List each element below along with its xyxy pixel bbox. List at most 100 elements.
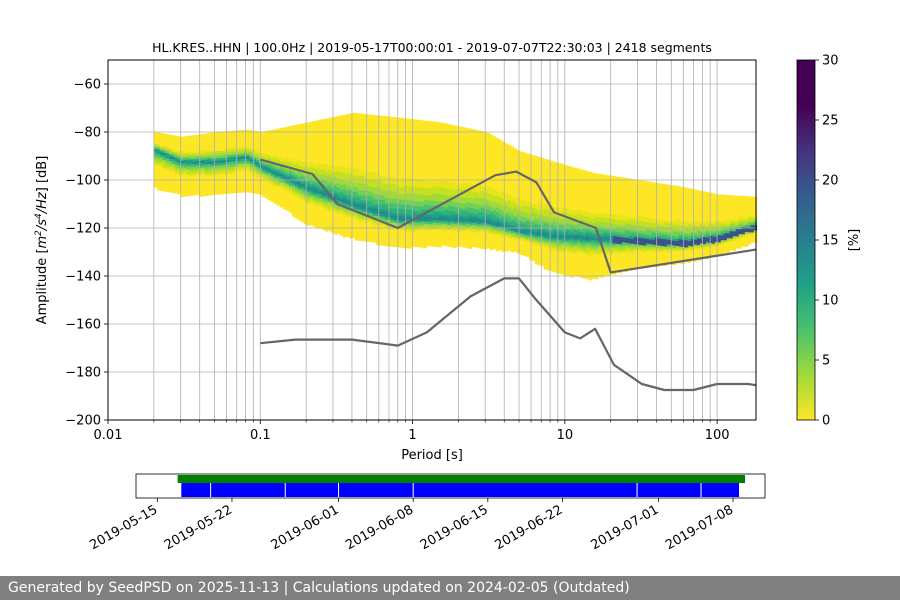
heat-cell — [153, 141, 158, 145]
heat-cell — [312, 152, 317, 155]
heat-cell — [474, 151, 479, 155]
heat-cell — [207, 152, 212, 155]
heat-cell — [291, 166, 296, 169]
heat-cell — [156, 132, 161, 136]
heat-cell — [411, 172, 416, 175]
heat-cell — [495, 229, 500, 232]
heat-cell — [510, 245, 515, 248]
heat-cell — [375, 240, 380, 243]
heat-cell — [303, 214, 308, 217]
heat-cell — [351, 136, 356, 140]
heat-cell — [384, 233, 389, 237]
heat-cell — [450, 139, 455, 142]
heat-cell — [339, 124, 344, 128]
heat-cell — [402, 168, 407, 172]
heat-cell — [177, 186, 182, 190]
heat-cell — [390, 241, 395, 245]
heat-cell — [312, 207, 317, 211]
heat-cell — [291, 137, 296, 141]
heat-cell — [399, 170, 404, 174]
heat-cell — [381, 142, 386, 145]
heat-cell — [516, 150, 521, 153]
heat-cell — [453, 180, 458, 184]
heat-cell — [225, 133, 230, 137]
heat-cell — [366, 138, 371, 142]
heat-cell — [468, 191, 473, 194]
heat-cell — [255, 150, 260, 154]
heat-cell — [339, 182, 344, 186]
heat-cell — [336, 200, 341, 203]
heat-cell — [384, 161, 389, 165]
heat-cell — [210, 173, 215, 176]
heat-cell — [207, 147, 212, 150]
heat-cell — [288, 135, 293, 139]
heat-cell — [204, 176, 209, 180]
heat-cell — [339, 211, 344, 214]
heat-cell — [480, 183, 485, 187]
heat-cell — [354, 230, 359, 234]
heat-cell — [306, 151, 311, 154]
heat-cell — [240, 134, 245, 138]
heat-cell — [360, 147, 365, 150]
heat-cell — [384, 171, 389, 175]
heat-cell — [156, 161, 161, 164]
heat-cell — [420, 139, 425, 143]
heat-cell — [480, 167, 485, 170]
heat-cell — [504, 162, 509, 166]
heat-cell — [183, 169, 188, 173]
heat-cell — [396, 194, 401, 197]
heat-cell — [399, 211, 404, 215]
heat-cell — [357, 209, 362, 213]
heat-cell — [189, 147, 194, 151]
heat-cell — [291, 127, 296, 131]
heat-cell — [474, 168, 479, 171]
heat-cell — [441, 168, 446, 172]
heat-cell — [420, 175, 425, 179]
heat-cell — [183, 193, 188, 197]
heat-cell — [291, 171, 296, 174]
heat-cell — [357, 173, 362, 177]
heat-cell — [408, 157, 413, 160]
heat-cell — [513, 215, 518, 219]
heat-cell — [312, 209, 317, 213]
heat-cell — [429, 157, 434, 160]
heat-cell — [507, 216, 512, 220]
heat-cell — [486, 219, 491, 222]
heat-cell — [351, 175, 356, 178]
heat-cell — [453, 226, 458, 229]
heat-cell — [429, 212, 434, 216]
heat-cell — [489, 153, 494, 157]
heat-cell — [354, 216, 359, 219]
heat-cell — [309, 191, 314, 194]
heat-cell — [375, 208, 380, 212]
heat-cell — [192, 163, 197, 167]
heat-cell — [492, 141, 497, 144]
heat-cell — [309, 193, 314, 197]
heat-cell — [420, 216, 425, 219]
heat-cell — [360, 154, 365, 158]
heat-cell — [429, 171, 434, 175]
heat-cell — [477, 228, 482, 232]
heat-cell — [333, 169, 338, 173]
heat-cell — [345, 186, 350, 189]
heat-cell — [447, 241, 452, 245]
heat-cell — [270, 173, 275, 176]
heat-cell — [312, 185, 317, 189]
heat-cell — [276, 171, 281, 175]
heat-cell — [198, 160, 203, 164]
heat-cell — [486, 173, 491, 177]
heat-cell — [396, 213, 401, 217]
heat-cell — [465, 238, 470, 241]
heat-cell — [369, 225, 374, 228]
heat-cell — [513, 172, 518, 175]
heat-cell — [354, 223, 359, 227]
heat-cell — [408, 193, 413, 196]
heat-cell — [411, 244, 416, 247]
heat-cell — [504, 224, 509, 228]
heat-cell — [231, 183, 236, 187]
heat-cell — [240, 178, 245, 181]
heat-cell — [285, 201, 290, 204]
heat-cell — [504, 164, 509, 168]
heat-cell — [423, 187, 428, 191]
heat-cell — [516, 231, 521, 235]
